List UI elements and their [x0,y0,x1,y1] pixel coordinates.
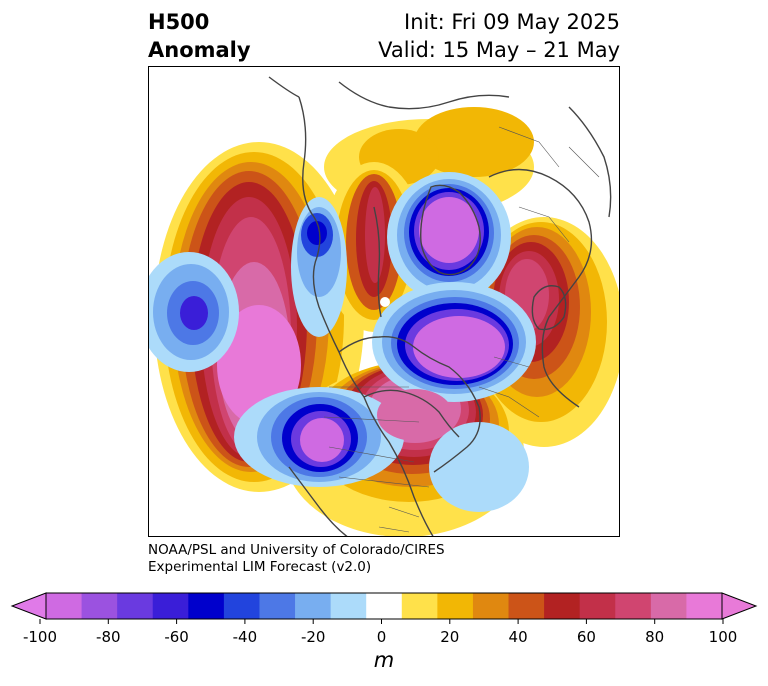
colorbar-tick-label: -40 [232,628,258,646]
anomaly-positive-core [377,389,453,441]
colorbar-cell [81,593,118,619]
credit-line2: Experimental LIM Forecast (v2.0) [148,559,372,575]
political-borders [323,126,600,533]
anomaly-map [148,66,620,537]
colorbar-over-arrow [721,592,758,620]
colorbar-ticks [39,619,724,624]
colorbar-tick-label: -20 [300,628,326,646]
colorbar-under-arrow [10,592,47,620]
title-left: H500 Anomaly [148,8,251,64]
coastlines [268,76,612,536]
colorbar-tick-label: 80 [645,628,665,646]
colorbar-cell [117,593,154,619]
credit: NOAA/PSL and University of Colorado/CIRE… [148,542,445,576]
colorbar-cell [330,593,367,619]
colorbar-cell [188,593,225,619]
anomaly-negative-eastern-siberia [291,197,347,337]
colorbar-tick-label: -100 [22,628,58,646]
colorbar-tick-label: 60 [576,628,596,646]
colorbar-cell [259,593,296,619]
colorbar-cell [437,593,474,619]
title-right: Init: Fri 09 May 2025 Valid: 15 May – 21… [378,8,620,64]
colorbar-cell [686,593,723,619]
colorbar-cell [295,593,332,619]
anomaly-negative-north-atlantic [372,282,536,402]
colorbar-cell [223,593,260,619]
anomaly-negative-western-us [234,387,404,487]
colorbar-tick-label: 40 [508,628,528,646]
colorbar-cell [472,593,510,619]
title-variable: H500 [148,10,210,34]
valid-period: Valid: 15 May – 21 May [378,38,620,62]
colorbar-cell [579,593,616,619]
anomaly-map-svg [149,76,619,536]
colorbar-tick-label: 20 [440,628,460,646]
title-type: Anomaly [148,38,251,62]
init-date: Init: Fri 09 May 2025 [404,10,620,34]
anomaly-negative-hudson [429,422,529,512]
anomaly-negative-gulf [149,252,239,372]
colorbar-cell [152,593,189,619]
colorbar-cell [615,593,652,619]
colorbar-tick-label: -60 [164,628,189,646]
colorbar-outline [45,592,723,620]
colorbar-tick-label: 100 [708,628,738,646]
colorbar-cell [401,593,438,619]
colorbar-units: m [373,648,395,672]
colorbar-cell [544,593,581,619]
colorbar-cell [650,593,687,619]
colorbar [10,592,758,624]
colorbar-cell [508,593,545,619]
anomaly-positive-north-pacific [154,142,364,492]
colorbar-tick-label: -80 [96,628,121,646]
colorbar-cell [366,593,403,619]
pole-marker [380,297,390,307]
colorbar-cells [46,593,723,619]
colorbar-tick-label: 0 [376,628,387,646]
credit-line1: NOAA/PSL and University of Colorado/CIRE… [148,542,445,558]
colorbar-cell [46,593,83,619]
